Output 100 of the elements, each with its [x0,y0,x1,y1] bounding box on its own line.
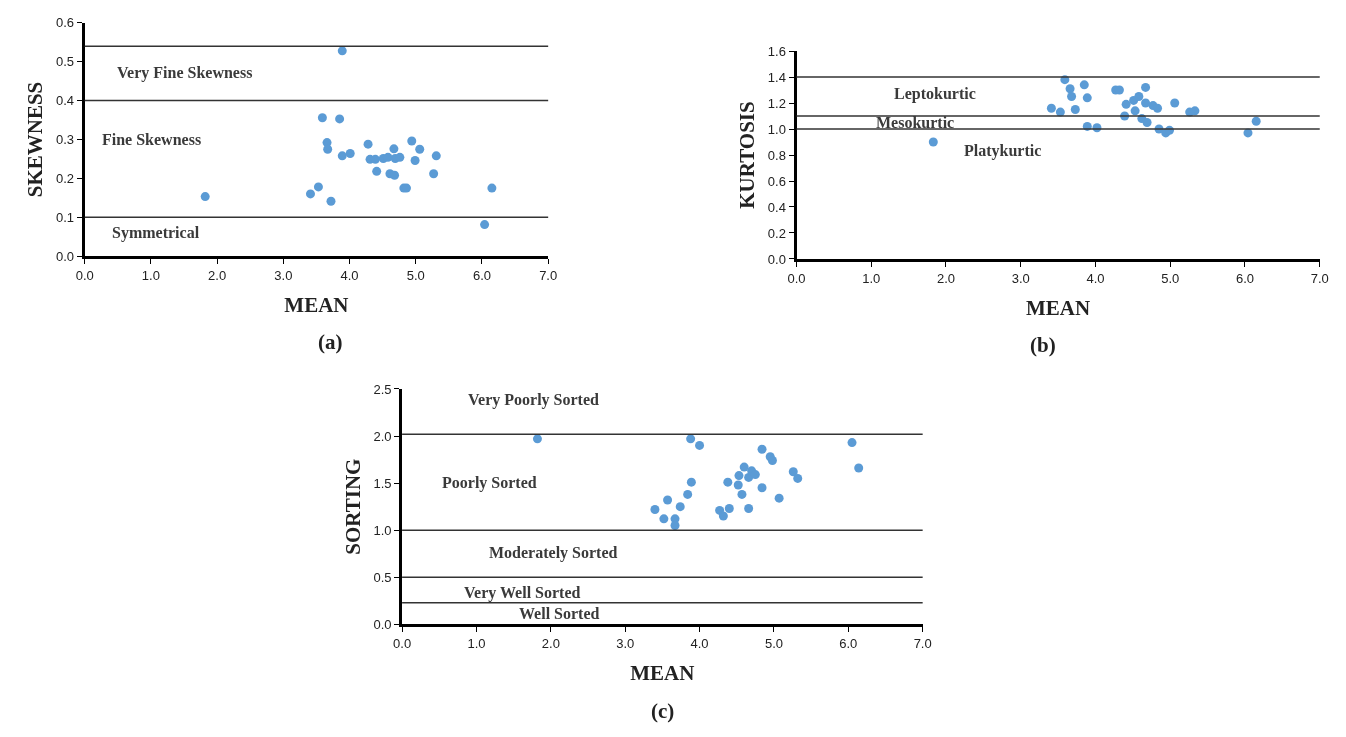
y-tick-label: 1.0 [373,522,392,538]
x-tick-label: 0.0 [787,270,806,286]
x-tick-label: 3.0 [274,267,293,283]
y-tick-label: 0.2 [767,225,786,241]
point [723,477,733,487]
point [788,467,798,477]
point [410,155,420,165]
point [683,489,693,499]
y-tick-label: 0.6 [767,173,786,189]
point [407,136,417,146]
x-tick-label: 7.0 [913,635,932,651]
text: (c) [651,699,675,723]
point [1170,98,1180,108]
point [372,166,382,176]
x-tick-label: 1.0 [141,267,160,283]
x-tick-label: 2.0 [936,270,956,286]
y-tick-label: 1.4 [767,69,786,85]
x-tick-label: 3.0 [616,635,635,651]
y-tick-label: 0.6 [56,15,75,31]
point [659,514,669,524]
point [383,152,393,162]
x-tick-label: 5.0 [406,267,425,283]
x-tick-label: 7.0 [1310,270,1329,286]
point [390,170,400,180]
annotation: Poorly Sorted [442,474,537,492]
text: (b) [1030,333,1056,357]
point [663,495,673,505]
x-tick-label: 4.0 [690,635,709,651]
point [395,152,405,162]
point [774,493,784,503]
annotation: Platykurtic [964,142,1042,160]
point [686,434,696,444]
point [317,113,327,123]
point [928,137,938,147]
point [335,114,345,124]
y-tick-label: 0.0 [56,248,75,264]
point [757,444,767,454]
point [200,192,210,202]
y-tick-label: 0.3 [56,132,75,148]
point [415,144,425,154]
point [305,189,315,199]
y-tick-label: 0.1 [56,209,75,225]
point [733,480,743,490]
y-tick-label: 1.2 [767,95,786,111]
x-tick-label: 1.0 [862,270,881,286]
y-tick-label: 0.4 [767,199,786,215]
point [431,151,441,161]
annotation: Leptokurtic [894,85,976,103]
annotation: Well Sorted [519,605,600,622]
point [718,511,728,521]
point [1065,84,1075,94]
point [1067,92,1077,102]
x-tick-label: 4.0 [1086,270,1105,286]
y-tick-label: 0.0 [767,251,786,267]
point [695,440,705,450]
point [1130,106,1140,116]
x-tick-label: 6.0 [1235,270,1255,286]
point [744,504,754,513]
y-tick-label: 2.0 [373,428,392,444]
point [487,183,497,193]
point [1046,103,1056,113]
x-tick-label: 0.0 [75,267,94,283]
x-tick-label: 1.0 [467,635,486,651]
x-axis-title: MEAN [284,292,349,317]
point [847,438,857,448]
point [337,151,347,161]
point [854,463,864,473]
x-axis-title: MEAN [630,661,695,686]
x-axis-title: MEAN [1026,295,1091,320]
x-tick-label: 5.0 [1161,270,1180,286]
point [686,477,696,487]
annotation: Symmetrical [112,224,200,242]
x-tick-label: 0.0 [393,635,412,651]
y-tick-label: 0.5 [56,54,75,70]
point [363,139,373,149]
point [1142,118,1152,128]
point [1141,82,1151,92]
text: (a) [318,330,343,354]
point [337,46,347,56]
x-tick-label: 7.0 [539,267,558,283]
point [389,144,399,154]
point [1190,106,1200,116]
y-tick-label: 1.6 [767,43,786,59]
point [1121,99,1131,109]
point [734,471,744,481]
y-tick-label: 2.5 [373,381,392,397]
y-tick-label: 0.5 [373,569,392,585]
y-axis-title: SORTING [340,458,365,555]
point [1134,92,1144,102]
point [737,489,747,499]
point [724,504,734,513]
y-axis-title: SKEWNESS [23,81,48,198]
point [757,483,767,493]
point [1079,80,1089,90]
point [480,220,490,230]
y-tick-label: 1.0 [767,121,786,137]
point [793,473,803,483]
point [1251,116,1261,126]
y-tick-label: 0.0 [373,616,392,632]
point [429,169,439,179]
